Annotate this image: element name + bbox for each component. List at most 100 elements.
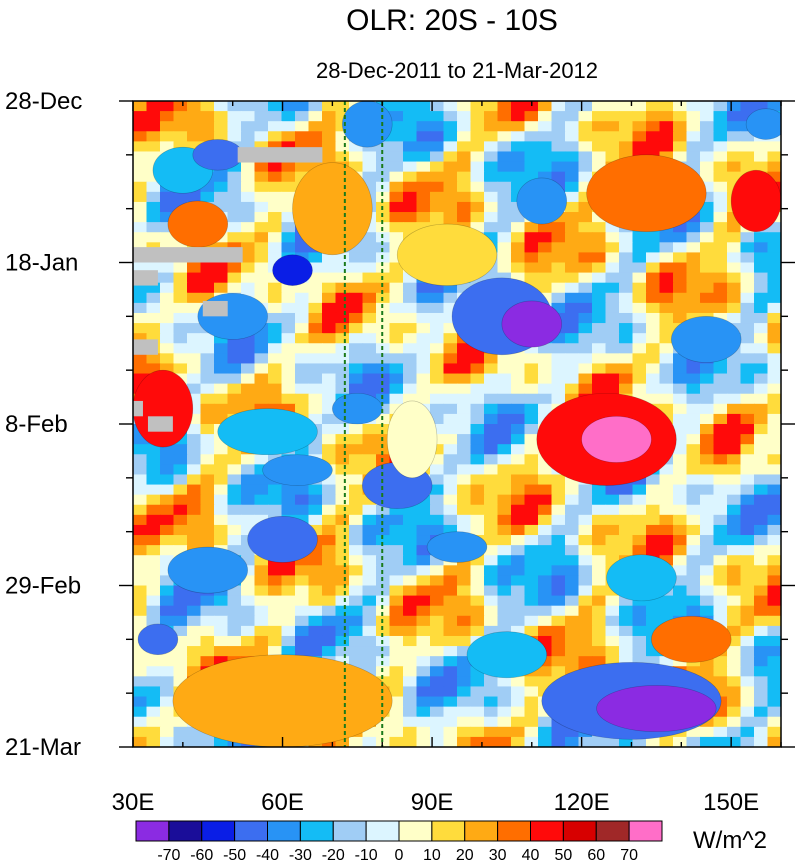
contour-cell bbox=[578, 545, 593, 556]
contour-cell bbox=[538, 222, 553, 233]
contour-cell bbox=[308, 484, 323, 496]
contour-cell bbox=[592, 363, 607, 375]
contour-cell bbox=[349, 625, 364, 637]
colorbar-level-label: -10 bbox=[355, 847, 378, 863]
contour-cell bbox=[160, 272, 175, 284]
contour-cell bbox=[214, 454, 229, 465]
contour-cell bbox=[254, 121, 269, 132]
contour-cell bbox=[457, 595, 472, 607]
contour-cell bbox=[322, 121, 337, 132]
contour-cell bbox=[322, 403, 337, 415]
contour-cell bbox=[632, 494, 647, 506]
contour-cell bbox=[214, 131, 229, 142]
contour-cell bbox=[497, 706, 512, 718]
contour-cell bbox=[254, 393, 269, 405]
contour-cell bbox=[146, 686, 161, 698]
contour-cell bbox=[457, 282, 472, 294]
contour-cell bbox=[268, 232, 283, 243]
contour-cell bbox=[173, 141, 188, 153]
contour-cell bbox=[241, 252, 256, 264]
contour-cell bbox=[686, 575, 701, 587]
contour-cell bbox=[389, 171, 404, 183]
contour-cell bbox=[740, 363, 755, 375]
contour-cell bbox=[430, 141, 445, 153]
contour-cell bbox=[349, 646, 364, 657]
contour-cell bbox=[376, 716, 391, 728]
contour-cell bbox=[727, 434, 742, 445]
contour-cell bbox=[416, 222, 431, 233]
contour-cell bbox=[632, 656, 647, 667]
contour-cell bbox=[281, 292, 296, 304]
contour-cell bbox=[605, 222, 620, 233]
contour-cell bbox=[740, 242, 755, 253]
contour-cell bbox=[673, 141, 688, 153]
contour-cell bbox=[470, 706, 485, 718]
contour-cell bbox=[592, 646, 607, 657]
contour-cell bbox=[349, 656, 364, 667]
contour-cell bbox=[389, 252, 404, 264]
contour-cell bbox=[497, 504, 512, 516]
contour-cell bbox=[511, 121, 526, 132]
contour-cell bbox=[457, 191, 472, 203]
contour-cell bbox=[700, 383, 715, 395]
contour-cell bbox=[754, 323, 769, 334]
contour-cell bbox=[470, 393, 485, 405]
contour-cell bbox=[430, 191, 445, 203]
contour-cell bbox=[524, 343, 539, 354]
contour-cell bbox=[362, 504, 377, 516]
contour-cell bbox=[484, 575, 499, 587]
contour-cell bbox=[578, 595, 593, 607]
contour-cell bbox=[565, 656, 580, 667]
contour-cell bbox=[268, 312, 283, 324]
contour-cell bbox=[484, 101, 499, 112]
colorbar-swatch bbox=[135, 820, 170, 842]
contour-cell bbox=[619, 302, 634, 314]
contour-cell bbox=[727, 706, 742, 718]
contour-cell bbox=[430, 656, 445, 667]
contour-cell bbox=[133, 545, 148, 556]
contour-cell bbox=[362, 726, 377, 738]
contour-cell bbox=[578, 282, 593, 294]
contour-cell bbox=[430, 474, 445, 486]
contour-cell bbox=[389, 141, 404, 153]
contour-cell bbox=[632, 514, 647, 526]
contour-cell bbox=[376, 262, 391, 274]
contour-cell bbox=[592, 312, 607, 324]
colorbar-swatch bbox=[398, 820, 433, 842]
contour-cell bbox=[160, 514, 175, 526]
contour-cell bbox=[389, 595, 404, 607]
contour-cell bbox=[389, 111, 404, 122]
contour-cell bbox=[268, 131, 283, 142]
contour-cell bbox=[430, 686, 445, 698]
contour-cell bbox=[727, 444, 742, 455]
contour-cell bbox=[295, 101, 310, 112]
contour-cell bbox=[146, 474, 161, 486]
contour-cell bbox=[740, 282, 755, 294]
contour-cell bbox=[605, 514, 620, 526]
contour-cell bbox=[551, 141, 566, 153]
contour-cell bbox=[578, 585, 593, 597]
contour-cell bbox=[497, 232, 512, 243]
contour-cell bbox=[268, 484, 283, 496]
contour-cell bbox=[727, 635, 742, 647]
contour-feature bbox=[396, 223, 498, 286]
contour-cell bbox=[214, 353, 229, 365]
contour-cell bbox=[160, 191, 175, 203]
contour-cell bbox=[295, 292, 310, 304]
contour-cell bbox=[308, 282, 323, 294]
contour-cell bbox=[457, 585, 472, 597]
contour-cell bbox=[686, 595, 701, 607]
contour-cell bbox=[443, 454, 458, 465]
contour-cell bbox=[754, 343, 769, 354]
contour-cell bbox=[133, 262, 148, 274]
contour-cell bbox=[362, 454, 377, 465]
contour-cell bbox=[592, 615, 607, 627]
contour-cell bbox=[673, 494, 688, 506]
contour-cell bbox=[619, 383, 634, 395]
contour-cell bbox=[349, 504, 364, 516]
contour-cell bbox=[551, 615, 566, 627]
contour-cell bbox=[362, 535, 377, 546]
contour-cell bbox=[322, 625, 337, 637]
contour-cell bbox=[281, 484, 296, 496]
contour-cell bbox=[578, 575, 593, 587]
